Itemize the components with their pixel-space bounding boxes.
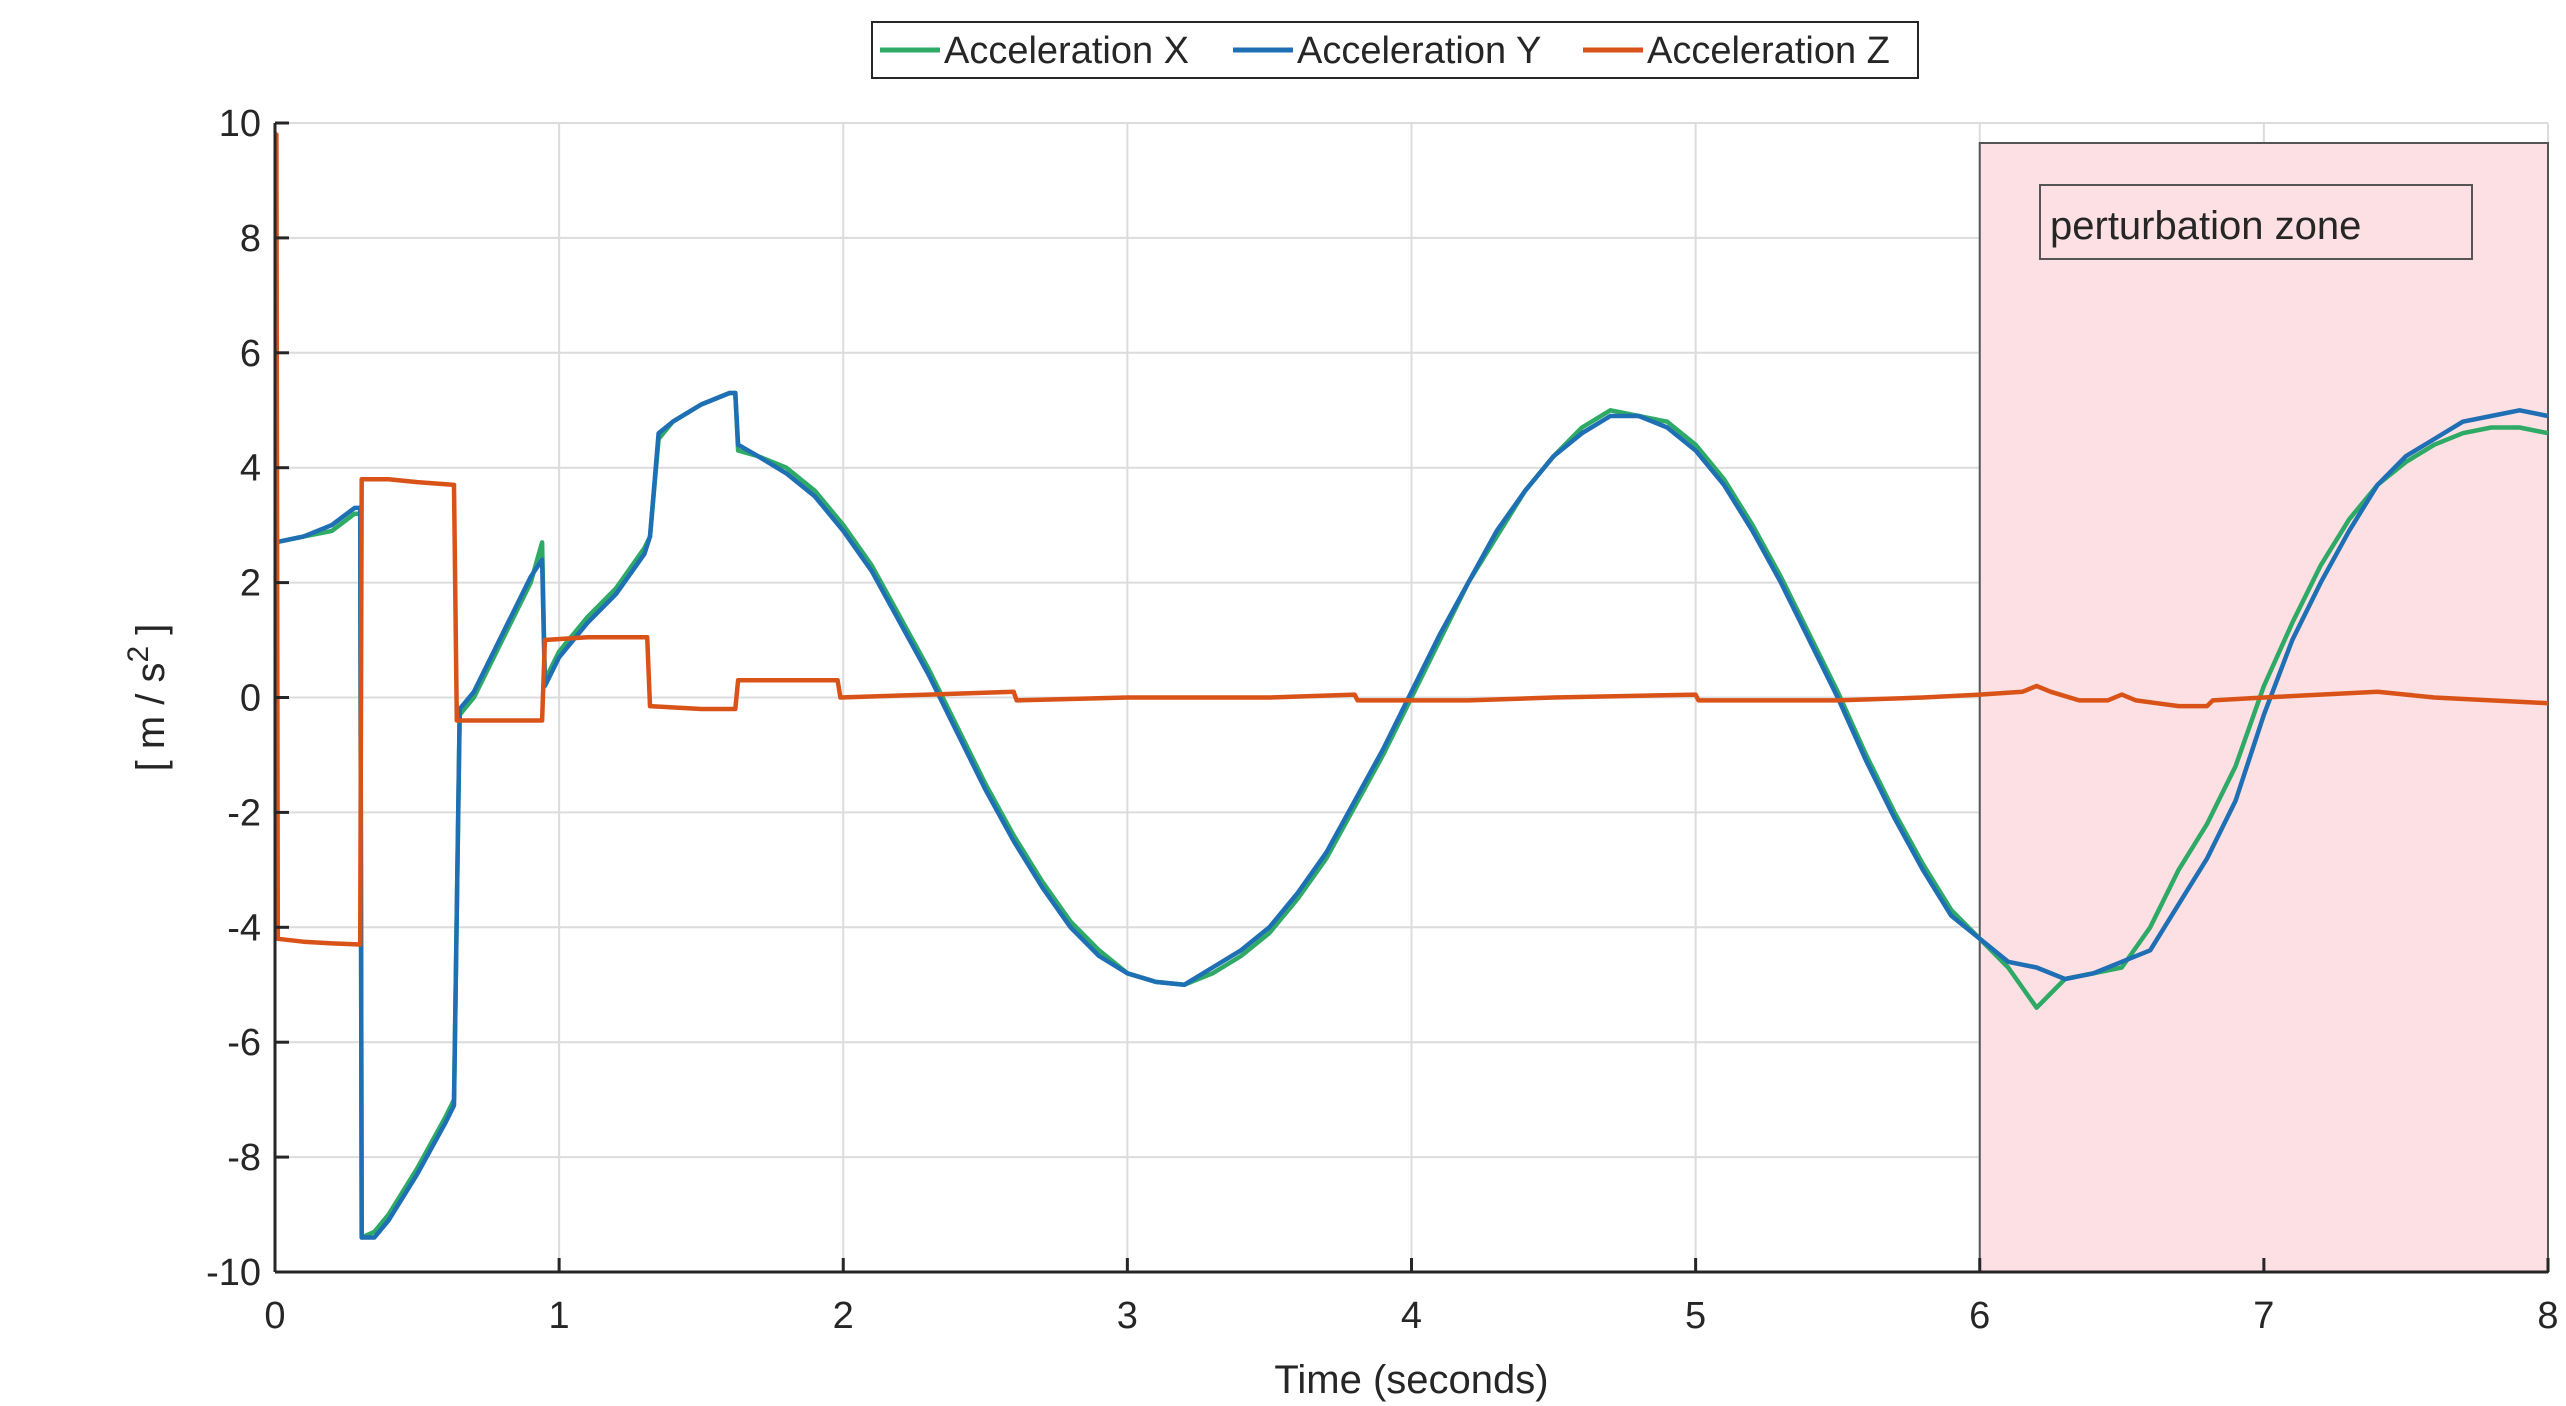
y-tick-label: 6	[240, 333, 261, 375]
x-tick-label: 6	[1969, 1295, 1990, 1337]
legend-label: Acceleration Y	[1297, 30, 1541, 72]
x-tick-label: 3	[1117, 1295, 1138, 1337]
legend: Acceleration X Acceleration Y Acceleration…	[871, 21, 1919, 79]
legend-box	[871, 21, 1919, 79]
y-tick-label: -8	[227, 1137, 261, 1179]
y-axis-label-superscript: 2	[122, 646, 155, 663]
x-tick-label: 5	[1685, 1295, 1706, 1337]
series-line-acceleration-y	[274, 390, 2549, 1240]
legend-label: Acceleration X	[944, 30, 1189, 72]
y-tick-label: -6	[227, 1022, 261, 1064]
x-tick-label: 8	[2537, 1295, 2558, 1337]
y-axis-label-main: [ m / s	[129, 663, 173, 772]
tick-labels: 0 1 2 3 4 5 6 7 8 -10 -8 -6 -4 -2 0 2 4 6 8 10	[206, 103, 2558, 1337]
axes	[273, 121, 2550, 1274]
y-tick-label: 0	[240, 678, 261, 720]
y-tick-label: 2	[240, 563, 261, 605]
perturbation-zone-rect	[1978, 142, 2549, 1273]
x-tick-label: 7	[2253, 1295, 2274, 1337]
y-tick-label: -4	[227, 907, 261, 949]
y-tick-label: 4	[240, 448, 261, 490]
x-tick-label: 4	[1401, 1295, 1422, 1337]
series-layer	[274, 132, 2549, 1240]
x-axis-label: Time (seconds)	[1274, 1358, 1548, 1402]
y-tick-label: -10	[206, 1252, 261, 1294]
y-tick-label: 8	[240, 218, 261, 260]
annotation-text: perturbation zone	[2050, 204, 2361, 248]
annotation-box	[2039, 184, 2473, 260]
legend-label: Acceleration Z	[1647, 30, 1890, 72]
x-tick-label: 1	[549, 1295, 570, 1337]
y-axis-label: [ m / s2 ]	[122, 624, 173, 772]
y-tick-label: -2	[227, 792, 261, 834]
series-line-acceleration-z	[274, 132, 2549, 947]
y-tick-label: 10	[219, 103, 261, 145]
x-tick-label: 2	[833, 1295, 854, 1337]
perturbation-zone-label-box: perturbation zone	[2039, 184, 2473, 260]
y-axis-label-end: ]	[129, 624, 173, 646]
x-tick-label: 0	[264, 1295, 285, 1337]
